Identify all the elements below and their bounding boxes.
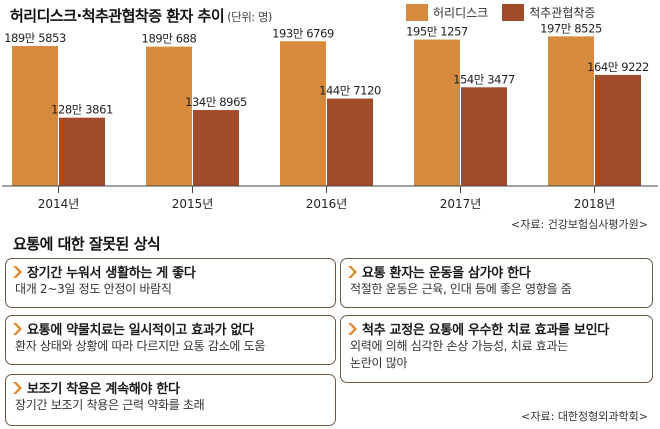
bar-stenosis <box>59 117 105 186</box>
bar-disc <box>414 39 460 187</box>
myth-card-text: 적절한 운동은 근육, 인대 등에 좋은 영향을 줌 <box>350 282 572 296</box>
myth-card-heading: 척추 교정은 요통에 우수한 치료 효과를 보인다 <box>348 319 646 338</box>
legend-label-disc: 허리디스크 <box>433 6 489 20</box>
myth-card-5: 보조기 착용은 계속해야 한다 장기간 보조기 착용은 근력 약화를 초래 <box>5 374 336 426</box>
patient-trend-chart: 189만 5853 128만 3861 2014년 189만 688 134만 8965… <box>2 21 658 211</box>
myth-card-text: 장기간 보조기 착용은 근력 약화를 초래 <box>15 398 205 412</box>
bar-value-label: 189만 5853 <box>4 31 66 45</box>
bar-value-label: 154만 3477 <box>453 72 515 86</box>
bar-value-label: 189만 688 <box>142 32 197 46</box>
myth-card-heading: 장기간 누워서 생활하는 게 좋다 <box>13 262 329 281</box>
x-tick-label: 2017년 <box>440 197 482 211</box>
bar-value-label: 144만 7120 <box>319 84 381 98</box>
x-tick-label: 2014년 <box>38 197 80 211</box>
x-tick-label: 2018년 <box>574 197 616 211</box>
legend-label-stenosis: 척추관협착증 <box>529 6 596 20</box>
bar-stenosis <box>193 110 239 186</box>
myth-card-heading: 요통에 약물치료는 일시적이고 효과가 없다 <box>13 319 329 338</box>
bar-stenosis <box>327 98 373 186</box>
chart-legend: 허리디스크 척추관협착증 <box>406 4 595 21</box>
myth-card-text: 외력에 의해 심각한 손상 가능성, 치료 효과는 논란이 많아 <box>350 339 568 370</box>
legend-swatch-stenosis <box>502 4 525 21</box>
myth-card-heading: 요통 환자는 운동을 삼가야 한다 <box>348 262 646 281</box>
myth-card-text: 대개 2~3일 정도 안정이 바람직 <box>15 282 172 296</box>
chart-source: <자료: 건강보험심사평가원> <box>511 218 648 231</box>
myth-card-1: 장기간 누워서 생활하는 게 좋다 대개 2~3일 정도 안정이 바람직 <box>5 258 336 308</box>
myth-card-4: 척추 교정은 요통에 우수한 치료 효과를 보인다 외력에 의해 심각한 손상 … <box>340 315 653 383</box>
section-title: 요통에 대한 잘못된 상식 <box>13 235 161 253</box>
bar-disc <box>146 46 192 187</box>
x-tick-label: 2016년 <box>306 197 348 211</box>
chevron-right-icon <box>13 322 22 335</box>
myth-card-3: 요통에 약물치료는 일시적이고 효과가 없다 환자 상태와 상황에 따라 다르지… <box>5 315 336 365</box>
bar-value-label: 134만 8965 <box>185 95 247 109</box>
myth-card-2: 요통 환자는 운동을 삼가야 한다 적절한 운동은 근육, 인대 등에 좋은 영… <box>340 258 653 308</box>
bar-value-label: 128만 3861 <box>51 103 113 117</box>
x-tick-label: 2015년 <box>172 197 214 211</box>
legend-swatch-disc <box>406 4 428 21</box>
chevron-right-icon <box>13 265 22 278</box>
bar-stenosis <box>461 87 507 186</box>
bar-stenosis <box>595 74 641 186</box>
bar-disc <box>280 41 326 186</box>
chevron-right-icon <box>348 322 357 335</box>
unit-label: (단위: 명) <box>227 10 272 24</box>
bar-disc <box>548 36 594 187</box>
bar-value-label: 197만 8525 <box>540 21 602 35</box>
myths-source: <자료: 대한정형외과학회> <box>521 410 648 423</box>
legend-item-disc: 허리디스크 <box>406 4 488 21</box>
bar-value-label: 193만 6769 <box>272 26 334 40</box>
chevron-right-icon <box>13 381 22 394</box>
bar-value-label: 195만 1257 <box>406 25 468 39</box>
myth-card-heading: 보조기 착용은 계속해야 한다 <box>13 378 329 397</box>
chart-title: 허리디스크·척추관협착증 환자 추이 (단위: 명) <box>10 7 272 25</box>
legend-item-stenosis: 척추관협착증 <box>502 4 595 21</box>
bar-disc <box>12 46 58 186</box>
myth-card-text: 환자 상태와 상황에 따라 다르지만 요통 감소에 도움 <box>15 339 266 353</box>
bar-value-label: 164만 9222 <box>587 60 649 74</box>
chevron-right-icon <box>348 265 357 278</box>
